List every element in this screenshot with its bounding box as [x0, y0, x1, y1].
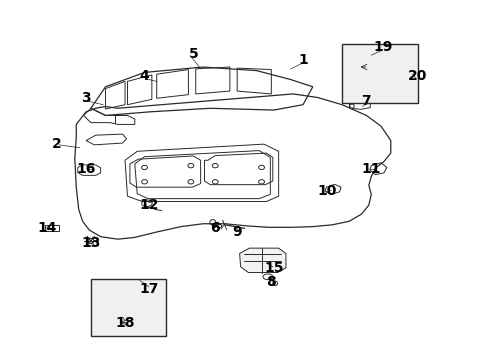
Text: 1: 1	[298, 53, 307, 67]
Text: 15: 15	[264, 261, 283, 275]
Text: 9: 9	[232, 225, 242, 239]
Text: 5: 5	[188, 48, 198, 62]
Polygon shape	[353, 56, 412, 81]
Text: 11: 11	[361, 162, 380, 176]
Text: 13: 13	[81, 236, 101, 250]
Text: 2: 2	[52, 137, 61, 151]
Polygon shape	[239, 248, 285, 273]
Bar	[44, 225, 59, 231]
Text: 19: 19	[373, 40, 392, 54]
Text: 16: 16	[76, 162, 96, 176]
Text: 7: 7	[361, 94, 370, 108]
Text: 3: 3	[81, 90, 91, 104]
Text: 8: 8	[266, 275, 276, 289]
Bar	[341, 44, 417, 103]
Text: 17: 17	[140, 282, 159, 296]
Bar	[91, 279, 166, 336]
Text: 18: 18	[115, 316, 135, 330]
Text: 10: 10	[317, 184, 336, 198]
Text: 6: 6	[210, 221, 220, 235]
Polygon shape	[103, 291, 160, 316]
Text: 12: 12	[140, 198, 159, 212]
Text: 14: 14	[37, 221, 57, 235]
Text: 20: 20	[407, 69, 427, 83]
Text: 4: 4	[140, 69, 149, 83]
